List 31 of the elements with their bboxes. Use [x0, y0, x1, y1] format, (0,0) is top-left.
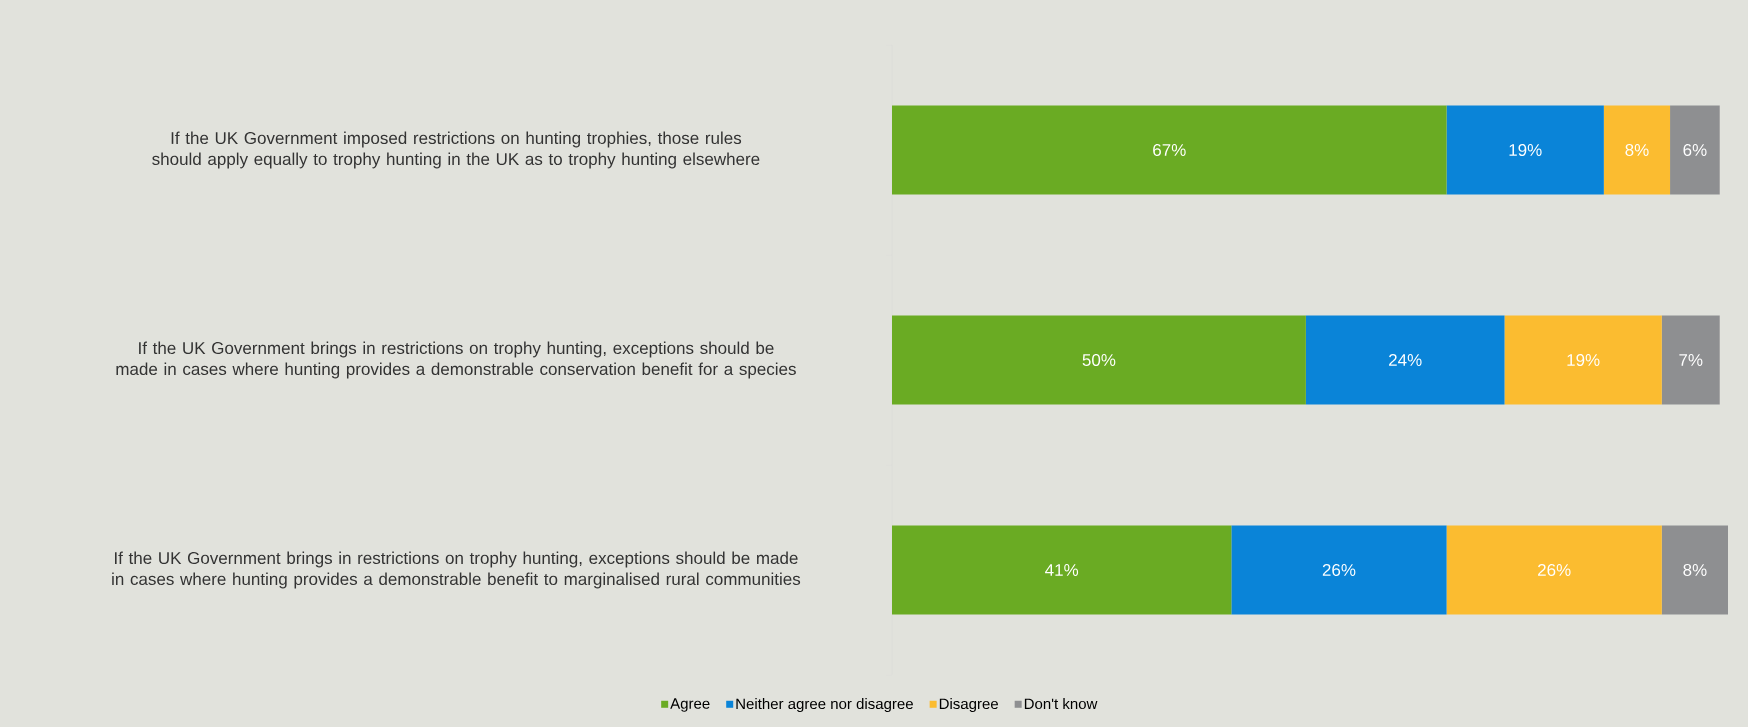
- bar: [892, 105, 1447, 195]
- data-label: 19%: [1509, 143, 1542, 157]
- data-label: 8%: [1625, 143, 1649, 157]
- bar: [892, 315, 1306, 405]
- data-label: 50%: [1082, 353, 1116, 367]
- y-tick-label: If the UK Government brings in restrictions on trophy hunting, exceptions should be made in cases where hunting provides a demonstrable benefit to marginalised rural communities: [112, 551, 801, 589]
- data-label: 7%: [1679, 354, 1703, 366]
- data-label: 8%: [1683, 563, 1707, 577]
- legend-label: Neither agree nor disagree: [736, 698, 913, 713]
- bar: [892, 525, 1232, 615]
- bar: [1661, 525, 1728, 615]
- data-label: 26%: [1538, 563, 1571, 577]
- bar: [1305, 315, 1505, 405]
- y-tick-label: If the UK Government imposed restrictions on hunting trophies, those rules should apply equally to trophy hunting in the UK as to trophy hunting elsewhere: [152, 131, 760, 169]
- data-label: 24%: [1389, 354, 1422, 366]
- bar: [1446, 525, 1662, 615]
- legend-label: Agree: [670, 698, 710, 712]
- y-tick-label: If the UK Government brings in restrictions on trophy hunting, exceptions should be made in cases where hunting provides a demonstrable conservation benefit for a species: [116, 341, 796, 379]
- bar: [1603, 105, 1671, 195]
- data-label: 41%: [1045, 564, 1079, 576]
- bar: [1504, 315, 1662, 405]
- bar: [1446, 105, 1604, 195]
- data-label: 67%: [1153, 143, 1186, 157]
- data-label: 19%: [1567, 353, 1600, 367]
- bar: [1670, 105, 1720, 195]
- bar: [1661, 315, 1720, 405]
- data-label: 26%: [1322, 563, 1356, 577]
- legend-label: Disagree: [939, 698, 998, 713]
- legend-label: Don't know: [1024, 698, 1098, 710]
- data-label: 6%: [1683, 143, 1707, 157]
- bar: [1231, 525, 1447, 615]
